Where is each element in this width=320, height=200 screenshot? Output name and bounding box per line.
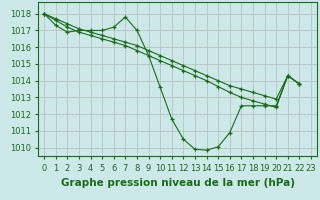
X-axis label: Graphe pression niveau de la mer (hPa): Graphe pression niveau de la mer (hPa) xyxy=(60,178,295,188)
